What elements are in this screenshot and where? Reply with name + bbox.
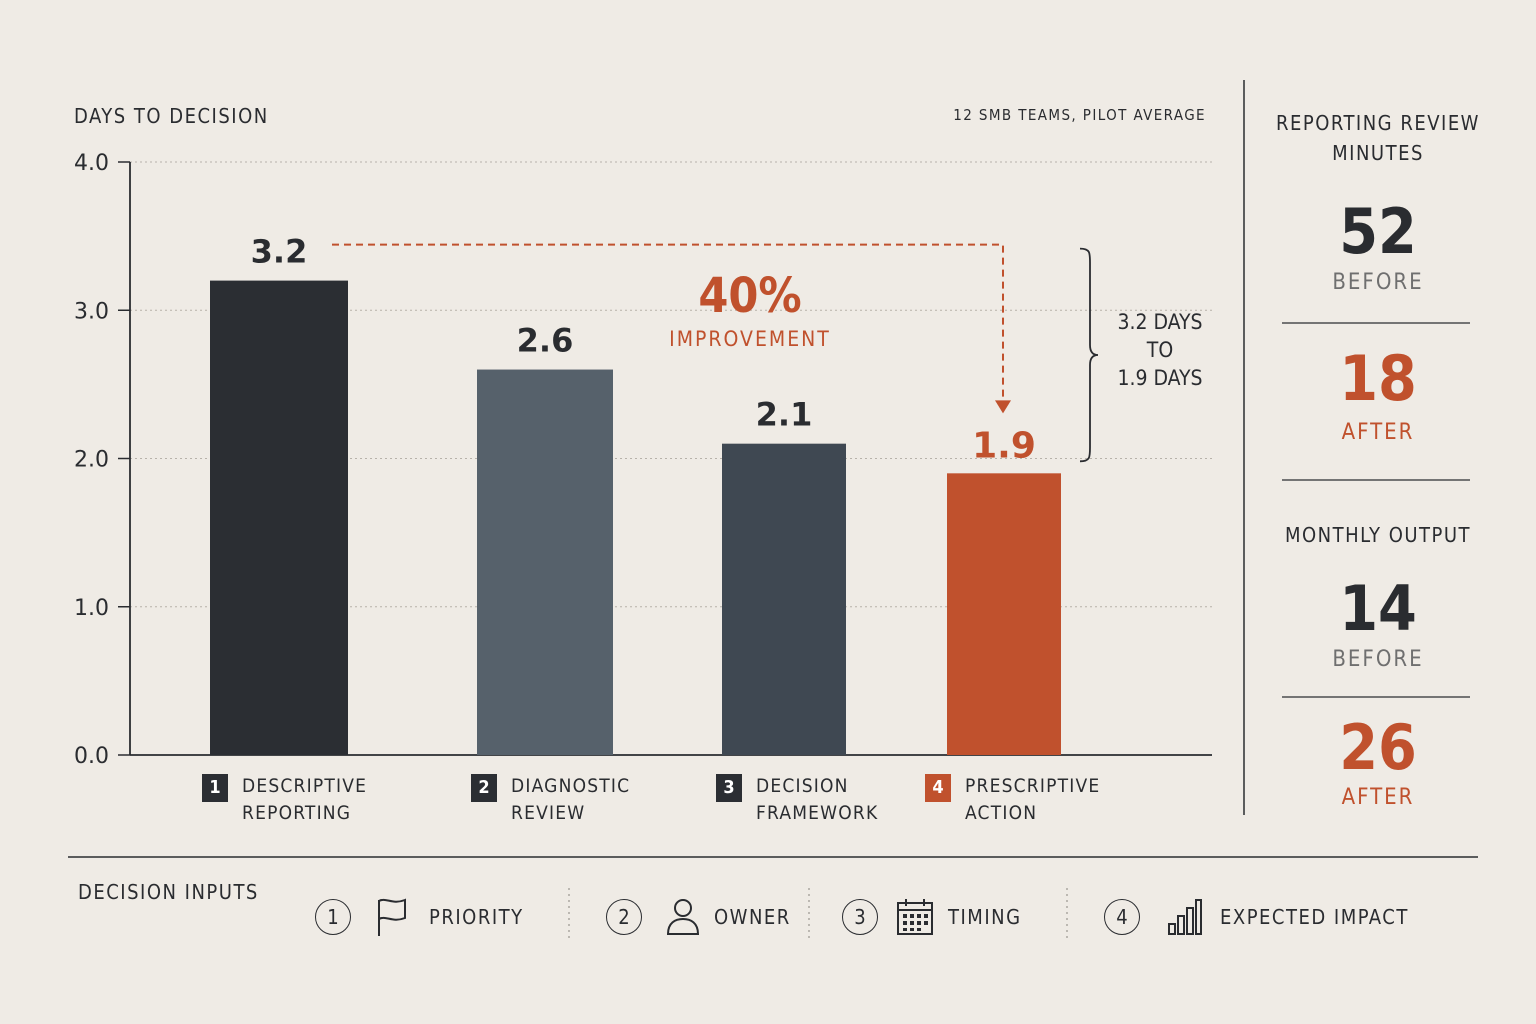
bars [210,280,1061,755]
input-number: 3 [842,899,878,935]
panel-title-line: REPORTING REVIEW [1276,111,1480,135]
category-text: DESCRIPTIVE REPORTING [242,773,412,827]
range-text: 3.2 DAYS TO 1.9 DAYS [1100,308,1220,392]
calendar-icon [896,898,934,936]
decision-inputs-title: DECISION INPUTS [78,880,259,904]
category-number: 3 [716,774,742,802]
input-number: 2 [606,899,642,935]
output-before-label: BEFORE [1332,647,1424,672]
source-note: 12 SMB TEAMS, PILOT AVERAGE [953,106,1206,124]
input-number: 1 [315,899,351,935]
category-label: 3 DECISION FRAMEWORK [716,773,926,827]
input-label: TIMING [948,905,1022,929]
category-line: REVIEW [511,802,586,824]
range-brace [1079,247,1099,463]
panel-title-line: MINUTES [1332,141,1424,165]
category-text: PRESCRIPTIVE ACTION [965,773,1135,827]
value-label: 3.2 [251,233,308,271]
input-timing: 3 TIMING [842,894,1022,940]
range-end: 1.9 DAYS [1117,366,1203,390]
category-text: DECISION FRAMEWORK [756,773,926,827]
category-label: 4 PRESCRIPTIVE ACTION [925,773,1135,827]
improvement-percent: 40% [698,268,802,324]
output-title: MONTHLY OUTPUT [1284,523,1472,547]
y-tick-label: 4.0 [74,151,109,176]
value-label: 1.9 [972,425,1036,466]
reporting-before-label: BEFORE [1332,270,1424,295]
y-axis-title: DAYS TO DECISION [74,104,269,128]
category-line: FRAMEWORK [756,802,879,824]
category-label: 2 DIAGNOSTIC REVIEW [471,773,681,827]
input-number: 4 [1104,899,1140,935]
reporting-after-value: 18 [1339,342,1417,415]
input-owner: 2 OWNER [606,894,791,940]
range-to: TO [1146,338,1174,362]
bar [722,443,846,755]
person-icon [664,898,702,936]
category-number: 1 [202,774,228,802]
bar [477,369,613,755]
output-before-value: 14 [1339,572,1417,645]
improvement-label: IMPROVEMENT [669,327,831,351]
range-from: 3.2 DAYS [1117,310,1203,334]
category-line: DIAGNOSTIC [511,775,631,797]
category-line: ACTION [965,802,1038,824]
category-line: PRESCRIPTIVE [965,775,1101,797]
value-label: 2.1 [756,396,813,434]
bar-chart-icon [1166,898,1204,936]
reporting-title: REPORTING REVIEW MINUTES [1260,108,1496,168]
reporting-before-value: 52 [1339,195,1417,268]
output-after-value: 26 [1339,711,1417,784]
input-label: PRIORITY [429,905,524,929]
category-number: 2 [471,774,497,802]
category-line: REPORTING [242,802,352,824]
category-number: 4 [925,774,951,802]
flag-icon [373,898,411,936]
input-priority: 1 PRIORITY [315,894,524,940]
y-tick-label: 1.0 [74,596,109,621]
category-line: DECISION [756,775,849,797]
value-label: 2.6 [517,322,574,360]
bar [210,280,348,755]
reporting-after-label: AFTER [1341,420,1415,445]
input-label: OWNER [714,905,791,929]
bar [947,473,1061,755]
y-tick-label: 3.0 [74,299,109,324]
y-tick-label: 2.0 [74,448,109,473]
category-label: 1 DESCRIPTIVE REPORTING [202,773,412,827]
chart-axes: 0.0 1.0 2.0 3.0 4.0 [74,151,1212,769]
y-tick-label: 0.0 [74,744,109,769]
output-after-label: AFTER [1341,785,1415,810]
improvement-arrow-head [995,400,1011,414]
input-expected-impact: 4 EXPECTED IMPACT [1104,894,1409,940]
improvement-annotation [332,243,1099,463]
input-label: EXPECTED IMPACT [1220,905,1409,929]
value-labels: 3.2 2.6 2.1 1.9 [251,233,1036,467]
category-line: DESCRIPTIVE [242,775,368,797]
category-text: DIAGNOSTIC REVIEW [511,773,681,827]
